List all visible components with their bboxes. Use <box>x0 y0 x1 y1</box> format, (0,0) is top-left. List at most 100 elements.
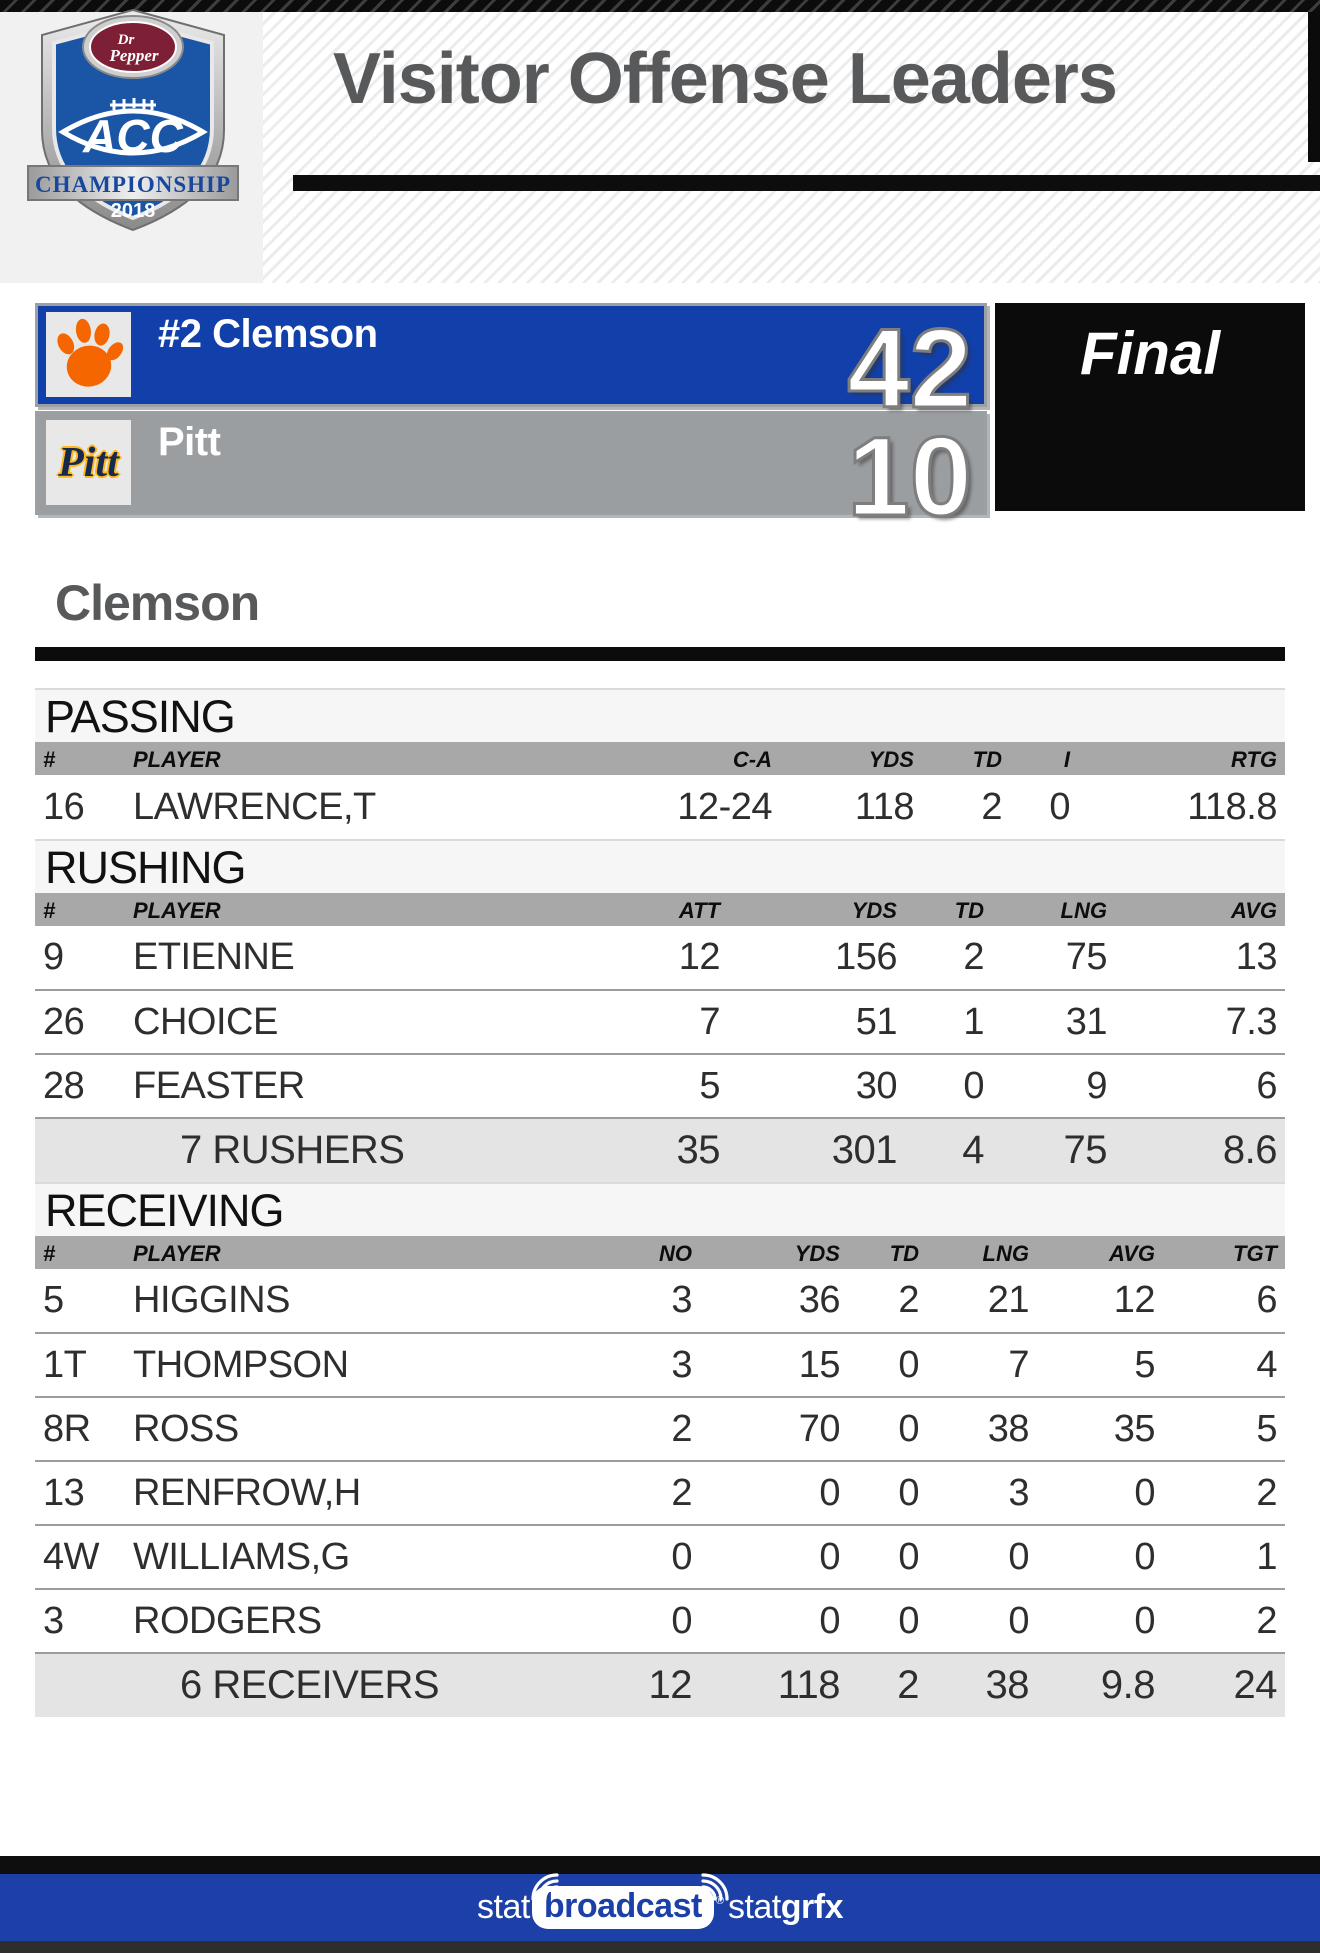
totals-cell: 75 <box>1063 1128 1108 1172</box>
table-row: 5 HIGGINS 3 36 2 21 12 6 <box>35 1269 1285 1333</box>
stats-tables: PASSING # PLAYER C-A YDS TD I RTG 16 LAWRENCE,T 12… <box>35 688 1285 1717</box>
stat-cell: 9 <box>43 936 64 978</box>
stat-cell: 7.3 <box>1225 1000 1278 1043</box>
stat-cell: 2 <box>898 1279 919 1321</box>
footer-black-strip <box>0 1856 1320 1874</box>
stat-cell: 0 <box>1049 785 1070 828</box>
totals-cell: 35 <box>676 1128 721 1172</box>
stat-cell: 75 <box>1065 936 1108 978</box>
stat-cell: 118 <box>854 785 915 828</box>
stat-cell: 0 <box>671 1535 692 1578</box>
stat-cell: 0 <box>898 1471 919 1514</box>
col-header-td: TD <box>848 1236 927 1269</box>
stat-cell: 13 <box>43 1471 85 1514</box>
col-header-player: PLAYER <box>125 742 560 775</box>
stat-cell: 3 <box>43 1599 64 1642</box>
team-name-visitor: #2 Clemson <box>158 312 378 356</box>
table-receiving: # PLAYER NO YDS TD LNG AVG TGT 5 HIGGINS 3 36 2 21 12 6… <box>35 1236 1285 1717</box>
stat-cell: 12-24 <box>677 785 772 828</box>
score-row-clemson: #2 Clemson 42 <box>35 303 987 426</box>
stat-cell: 0 <box>963 1064 984 1107</box>
sponsor-text-bottom: Pepper <box>108 46 158 65</box>
col-header-avg: AVG <box>1115 893 1285 926</box>
stat-cell: 2 <box>963 936 984 978</box>
stat-cell: 0 <box>671 1599 692 1642</box>
player-cell: THOMPSON <box>133 1343 349 1386</box>
col-header-avg: AVG <box>1037 1236 1163 1269</box>
totals-cell: 301 <box>831 1128 898 1172</box>
header-row: # PLAYER ATT YDS TD LNG AVG <box>35 893 1285 926</box>
player-cell: LAWRENCE,T <box>133 785 376 828</box>
header-banner: Visitor Offense Leaders <box>263 12 1320 283</box>
stat-cell: 4W <box>43 1535 100 1578</box>
tiger-paw-icon <box>56 318 123 387</box>
brand-grfx: grfx <box>780 1888 844 1926</box>
team-name-home: Pitt <box>158 420 221 464</box>
stat-cell: 5 <box>43 1279 64 1321</box>
player-cell: WILLIAMS,G <box>133 1535 350 1578</box>
section-title-passing: PASSING <box>35 688 1285 742</box>
totals-cell: 118 <box>777 1663 841 1707</box>
stat-cell: 31 <box>1065 1000 1108 1043</box>
stat-cell: 4 <box>1256 1343 1277 1386</box>
totals-cell: 12 <box>648 1663 693 1707</box>
stat-cell: 36 <box>798 1279 841 1321</box>
stat-cell: 6 <box>1256 1064 1277 1107</box>
totals-cell <box>35 1118 125 1182</box>
brand-stat2: stat <box>727 1888 781 1926</box>
stat-cell: 0 <box>1008 1535 1029 1578</box>
acc-championship-logo-icon: ACC CHAMPIONSHIP 2018 Dr Pepper <box>27 8 239 232</box>
stat-cell: 0 <box>1134 1599 1155 1642</box>
section-title-rushing: RUSHING <box>35 839 1285 893</box>
player-cell: CHOICE <box>133 1000 278 1043</box>
stat-cell: 0 <box>898 1535 919 1578</box>
brand-broadcast: broadcast <box>531 1886 714 1929</box>
table-row: 3 RODGERS 0 0 0 0 0 2 <box>35 1589 1285 1653</box>
signal-waves-right-icon <box>701 1873 729 1901</box>
col-header-td: TD <box>922 742 1010 775</box>
stat-cell: 3 <box>1008 1471 1029 1514</box>
page-title: Visitor Offense Leaders <box>333 39 1118 119</box>
stat-cell: 12 <box>1113 1279 1156 1321</box>
col-header-lng: LNG <box>927 1236 1037 1269</box>
stat-cell: 8R <box>43 1407 91 1450</box>
stat-cell: 0 <box>1134 1471 1155 1514</box>
football-outline-icon <box>58 108 208 156</box>
col-header--: # <box>35 1236 125 1269</box>
table-row: 9 ETIENNE 12 156 2 75 13 <box>35 926 1285 990</box>
acc-logo-text: ACC <box>82 110 183 162</box>
signal-waves-left-icon <box>531 1873 559 1901</box>
clemson-logo-tile <box>46 312 131 397</box>
totals-row: 7 RUSHERS 35 301 4 75 8.6 <box>35 1118 1285 1182</box>
stat-cell: 2 <box>981 785 1002 828</box>
stat-cell: 38 <box>987 1407 1030 1450</box>
stat-cell: 0 <box>819 1535 840 1578</box>
col-header-player: PLAYER <box>125 893 500 926</box>
stat-cell: 5 <box>699 1064 720 1107</box>
stat-cell: 1T <box>43 1343 87 1386</box>
table-passing: # PLAYER C-A YDS TD I RTG 16 LAWRENCE,T 12-24 118 2… <box>35 742 1285 839</box>
pitt-script-logo: Pitt <box>58 439 119 486</box>
totals-cell <box>35 1653 125 1717</box>
footer-bar: stat broadcast ® stat grfx <box>0 1873 1320 1941</box>
stat-cell: 16 <box>43 785 85 828</box>
col-header-lng: LNG <box>992 893 1115 926</box>
col-header--: # <box>35 893 125 926</box>
stat-cell: 0 <box>819 1599 840 1642</box>
brand-stat1: stat <box>477 1888 530 1926</box>
stat-cell: 7 <box>1008 1343 1029 1386</box>
stat-cell: 7 <box>699 1000 720 1043</box>
player-cell: HIGGINS <box>133 1279 290 1321</box>
col-header-tgt: TGT <box>1163 1236 1285 1269</box>
statbroadcast-logo: stat broadcast ® stat grfx <box>477 1873 844 1929</box>
stat-cell: 0 <box>1134 1535 1155 1578</box>
header-row: # PLAYER C-A YDS TD I RTG <box>35 742 1285 775</box>
col-header-no: NO <box>470 1236 700 1269</box>
stat-cell: 13 <box>1235 936 1278 978</box>
stat-cell: 5 <box>1256 1407 1277 1450</box>
title-underline-bar <box>293 175 1320 191</box>
player-cell: ROSS <box>133 1407 239 1450</box>
heading-underline-bar <box>35 647 1285 661</box>
game-status-box: Final <box>995 303 1305 511</box>
